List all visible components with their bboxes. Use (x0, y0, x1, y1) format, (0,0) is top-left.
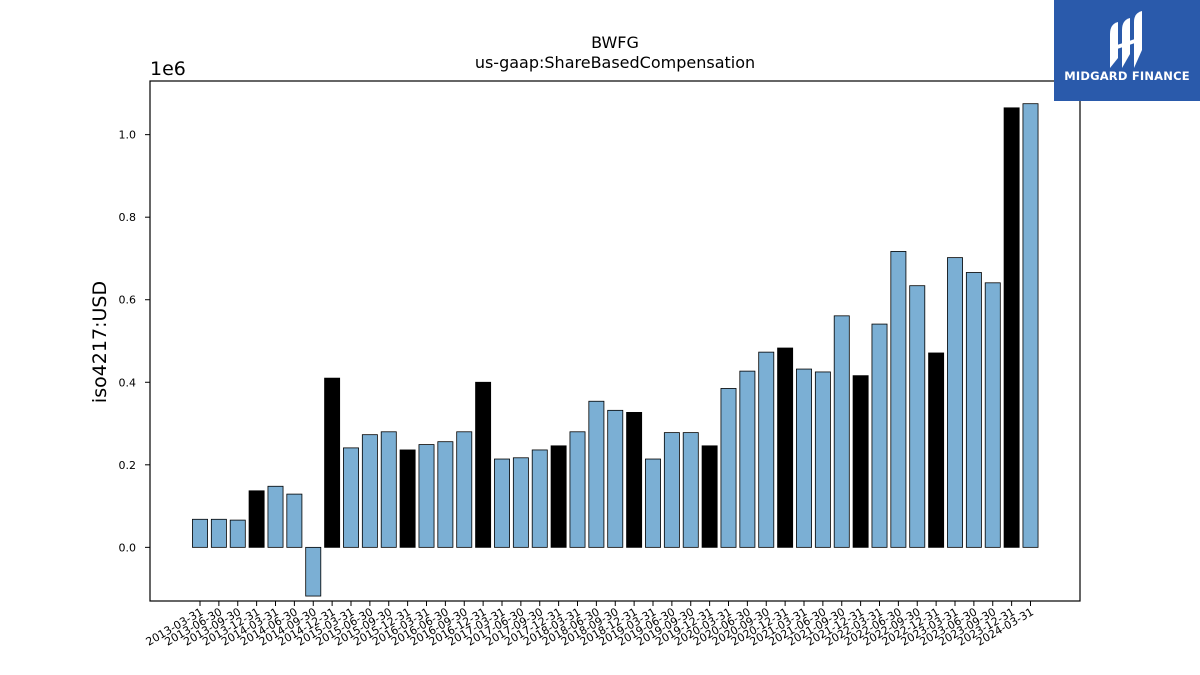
brand-logo: MIDGARD FINANCE (1054, 0, 1200, 101)
bar-2021-09-30 (833, 315, 850, 548)
bar-2023-12-31 (1003, 107, 1020, 548)
bar-2024-03-31 (1022, 103, 1039, 548)
bar-2014-09-30 (305, 546, 322, 597)
bar-2015-09-30 (380, 431, 397, 548)
bar-2022-09-30 (909, 285, 926, 548)
midgard-logo-icon (1104, 10, 1150, 76)
bar-2023-03-31 (947, 257, 963, 548)
bar-2015-12-31 (399, 449, 416, 548)
bar-2016-09-30 (456, 431, 473, 548)
bar-2019-03-31 (645, 458, 661, 548)
bar-2016-03-31 (418, 444, 435, 548)
bar-2021-03-31 (796, 368, 812, 548)
y-tick-label: 0.2 (119, 459, 137, 472)
bar-2023-09-30 (984, 282, 1001, 548)
y-tick-label: 1.0 (119, 129, 137, 142)
x-axis: 2013-03-312013-06-302013-09-302013-12-31… (144, 601, 1036, 649)
y-tick-label: 0.8 (119, 211, 137, 224)
bar-2014-03-31 (267, 485, 284, 548)
y-tick-label: 0.0 (119, 541, 137, 554)
bar-2020-09-30 (758, 351, 775, 548)
bar-2014-12-31 (324, 377, 341, 548)
chart-subtitle: us-gaap:ShareBasedCompensation (475, 53, 755, 72)
bar-2018-09-30 (607, 409, 624, 548)
bar-2014-06-30 (286, 493, 303, 548)
bar-2020-12-31 (777, 347, 794, 548)
bar-2013-03-31 (192, 518, 208, 548)
bar-2016-12-31 (475, 381, 492, 548)
plot-frame (149, 80, 1081, 602)
bar-2022-06-30 (890, 251, 907, 548)
y-scale-label: 1e6 (150, 58, 186, 80)
bar-2019-09-30 (682, 432, 699, 548)
y-tick-label: 0.4 (119, 376, 137, 389)
bar-2020-06-30 (739, 370, 756, 548)
bar-2013-09-30 (229, 519, 246, 548)
bar-2022-03-31 (871, 323, 888, 548)
bar-2019-06-30 (663, 432, 680, 548)
bar-2015-03-31 (343, 447, 359, 548)
bar-2021-12-31 (852, 375, 869, 548)
bar-2013-06-30 (210, 518, 227, 548)
y-axis: 0.0 0.2 0.4 0.6 0.8 1.0 (119, 129, 150, 554)
bar-2018-03-31 (569, 431, 586, 548)
chart-title: BWFG (591, 33, 639, 52)
bar-2022-12-31 (928, 352, 945, 548)
y-axis-label: iso4217:USD (89, 281, 111, 403)
bar-2021-06-30 (814, 371, 831, 548)
bar-2018-12-31 (626, 411, 643, 548)
bar-2017-12-31 (550, 445, 567, 548)
y-tick-label: 0.6 (119, 294, 137, 307)
bar-2017-06-30 (512, 457, 529, 548)
bar-2017-09-30 (531, 449, 548, 548)
bar-2015-06-30 (361, 434, 378, 548)
bar-2013-12-31 (248, 490, 265, 548)
bar-2017-03-31 (494, 458, 510, 548)
bar-2018-06-30 (588, 400, 605, 548)
bar-2020-03-31 (720, 388, 737, 548)
bar-2016-06-30 (437, 441, 454, 548)
brand-name: MIDGARD FINANCE (1064, 69, 1190, 83)
bar-2023-06-30 (965, 272, 982, 548)
bars-layer (192, 103, 1039, 597)
bar-2019-12-31 (701, 445, 718, 548)
